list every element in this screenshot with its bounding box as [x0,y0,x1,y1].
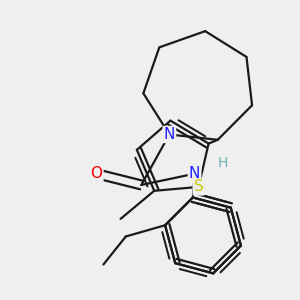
Text: N: N [189,166,200,181]
Text: H: H [218,155,228,170]
Text: S: S [194,179,203,194]
Text: O: O [90,166,102,181]
Text: N: N [164,127,175,142]
